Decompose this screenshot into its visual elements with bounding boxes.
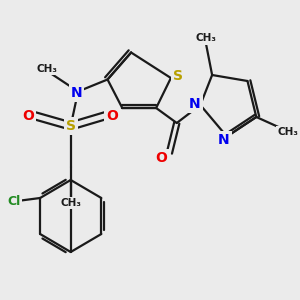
Text: S: S — [66, 119, 76, 133]
Text: CH₃: CH₃ — [37, 64, 58, 74]
Text: O: O — [155, 152, 167, 165]
Text: S: S — [173, 70, 183, 83]
Text: CH₃: CH₃ — [60, 198, 81, 208]
Text: O: O — [106, 109, 118, 122]
Text: N: N — [189, 97, 201, 110]
Text: O: O — [22, 109, 34, 122]
Text: N: N — [71, 86, 82, 100]
Text: N: N — [218, 133, 230, 147]
Text: CH₃: CH₃ — [278, 127, 298, 137]
Text: Cl: Cl — [8, 195, 21, 208]
Text: CH₃: CH₃ — [195, 33, 216, 43]
